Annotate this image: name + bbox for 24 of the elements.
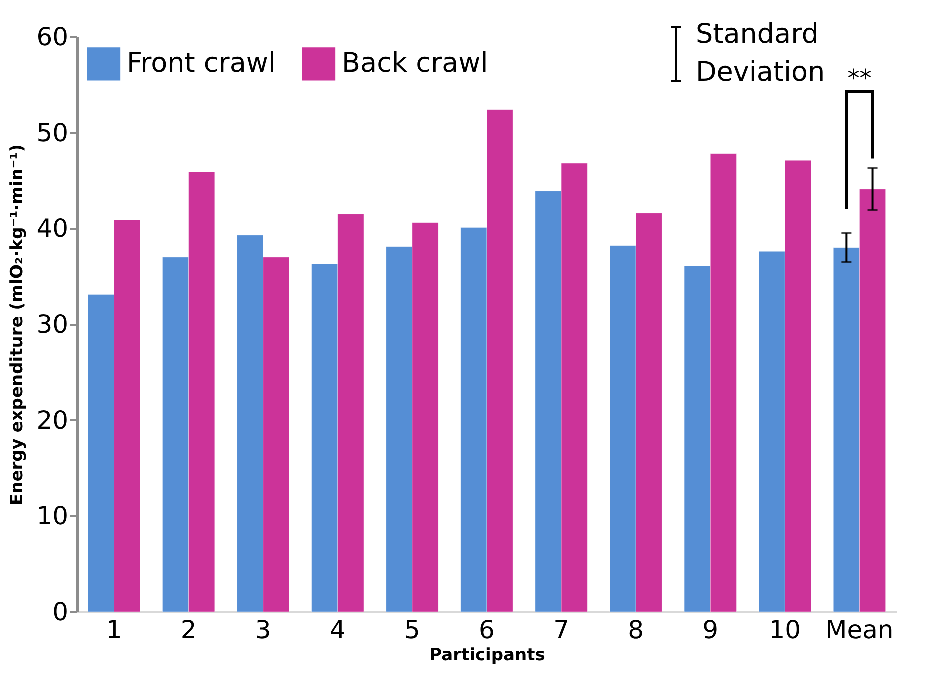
y-tick-label: 60 [36,22,68,52]
x-tick-label: 3 [255,616,272,644]
legend-label: Back crawl [342,48,488,80]
x-tick-label: 1 [106,616,122,644]
y-tick-label: 20 [36,406,68,435]
y-tick-label: 0 [52,598,68,626]
x-tick-label: 6 [479,616,495,644]
x-tick-label: Mean [826,616,894,644]
y-axis-title: Energy expenditure (mlO₂·kg⁻¹·min⁻¹) [8,144,28,506]
x-tick-label: 10 [769,616,802,644]
y-tick-label: 40 [36,214,68,244]
x-tick-label: 9 [702,616,719,644]
y-tick-label: 50 [36,118,68,148]
x-tick-label: 2 [180,616,197,644]
annotation: Standard Deviation [696,19,826,88]
x-tick-label: 4 [330,616,346,644]
annotation: ** [848,64,872,93]
x-tick-label: 5 [404,616,420,644]
y-tick-label: 30 [36,310,68,339]
legend-label: Front crawl [127,48,276,80]
x-tick-label: 7 [554,616,570,644]
x-axis-title: Participants [430,646,546,666]
y-tick-label: 10 [36,502,68,531]
x-tick-label: 8 [628,616,644,644]
